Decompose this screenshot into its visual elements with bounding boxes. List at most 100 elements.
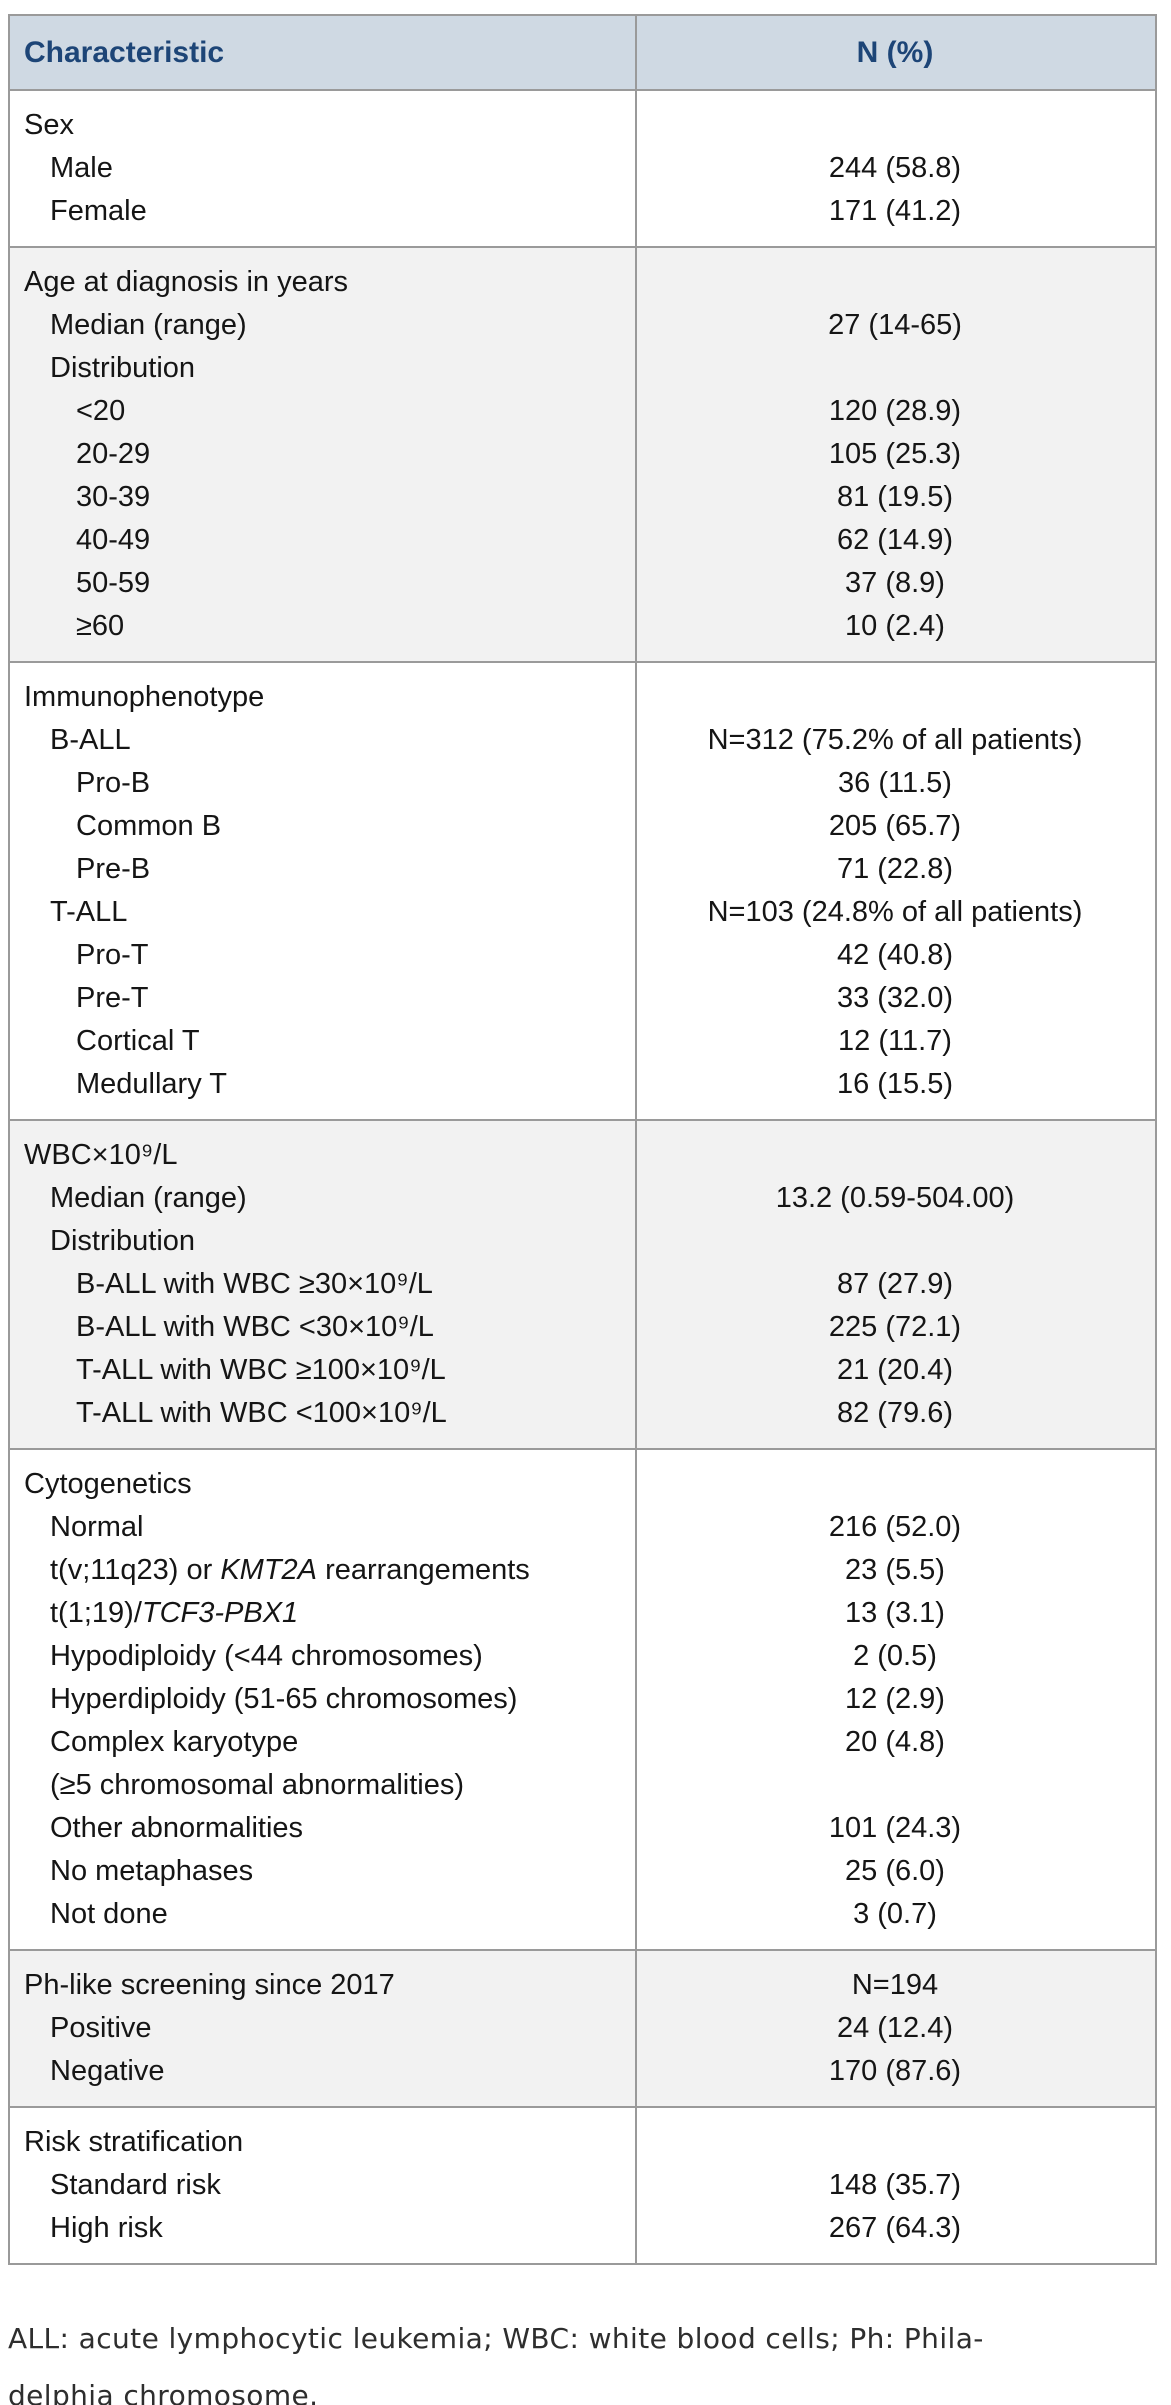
row-label: 50-59 [10,562,635,605]
label-text: Ph-like screening since 2017 [24,1969,395,2001]
table-row: WBC×10⁹/L [10,1134,1155,1177]
table-row: Ph-like screening since 2017 N=194 [10,1964,1155,2007]
table-row: B-ALL N=312 (75.2% of all patients) [10,719,1155,762]
row-label: Cytogenetics [10,1463,635,1506]
table-section: Risk stratification Standard risk 148 (35.… [10,2106,1155,2263]
table-row: Negative 170 (87.6) [10,2050,1155,2093]
row-value [635,1220,1155,1263]
row-label: Immunophenotype [10,676,635,719]
table-row: <20 120 (28.9) [10,390,1155,433]
label-text: Standard risk [50,2169,221,2201]
row-value: N=194 [851,1969,939,2001]
footnote-line-1: ALL: acute lymphocytic leukemia; WBC: wh… [8,2322,984,2355]
label-text: High risk [50,2212,163,2244]
row-value [635,104,1155,147]
row-label: Female [10,190,635,233]
label-text: Cytogenetics [24,1468,192,1500]
label-text: Age at diagnosis in years [24,266,349,298]
row-value: 33 (32.0) [836,982,954,1014]
label-text: Medullary T [76,1068,227,1100]
row-value: N=312 (75.2% of all patients) [707,724,1083,756]
row-label: (≥5 chromosomal abnormalities) [10,1764,635,1807]
table-row: T-ALL N=103 (24.8% of all patients) [10,891,1155,934]
row-label: No metaphases [10,1850,635,1893]
row-value [635,2121,1155,2164]
row-label: Hypodiploidy (<44 chromosomes) [10,1635,635,1678]
table-row: Positive 24 (12.4) [10,2007,1155,2050]
table-row: Pre-B 71 (22.8) [10,848,1155,891]
row-label: 20-29 [10,433,635,476]
column-header-n-percent: N (%) [856,35,934,69]
row-label: Other abnormalities [10,1807,635,1850]
label-text: Normal [50,1511,144,1543]
row-value: 267 (64.3) [828,2212,962,2244]
row-value: 216 (52.0) [828,1511,962,1543]
row-label: <20 [10,390,635,433]
label-text: 50-59 [76,567,151,599]
row-label: 30-39 [10,476,635,519]
table-footnote: ALL: acute lymphocytic leukemia; WBC: wh… [8,2310,1163,2405]
label-text: Median (range) [50,309,247,341]
row-value: 23 (5.5) [845,1554,945,1586]
table-row: B-ALL with WBC <30×10⁹/L 225 (72.1) [10,1306,1155,1349]
table-row: Common B 205 (65.7) [10,805,1155,848]
row-value [635,676,1155,719]
table-row: Median (range) 27 (14-65) [10,304,1155,347]
table-section: Age at diagnosis in years Median (range) 2… [10,246,1155,661]
table-row: Risk stratification [10,2121,1155,2164]
row-label: Median (range) [10,304,635,347]
row-label: Distribution [10,1220,635,1263]
label-text: Pro-B [76,767,151,799]
label-text: 20-29 [76,438,151,470]
row-value: 42 (40.8) [836,939,954,971]
row-label: Pre-B [10,848,635,891]
row-label: T-ALL [10,891,635,934]
row-label: Ph-like screening since 2017 [10,1964,635,2007]
table-row: Standard risk 148 (35.7) [10,2164,1155,2207]
label-text: ≥60 [76,610,125,642]
table-row: Distribution [10,347,1155,390]
row-value: 87 (27.9) [836,1268,954,1300]
label-text: B-ALL with WBC <30×10⁹/L [76,1311,434,1343]
table-row: Cortical T 12 (11.7) [10,1020,1155,1063]
table-row: Complex karyotype 20 (4.8) [10,1721,1155,1764]
row-label: Pro-B [10,762,635,805]
table-section: Sex Male 244 (58.8) Female 171 (41.2) [10,89,1155,246]
row-value: 21 (20.4) [836,1354,954,1386]
table-row: Median (range) 13.2 (0.59-504.00) [10,1177,1155,1220]
label-text: <20 [76,395,126,427]
table-section: Cytogenetics Normal 216 (52.0) t(v;11q23) o… [10,1448,1155,1949]
row-label: Male [10,147,635,190]
label-text: T-ALL with WBC ≥100×10⁹/L [76,1354,446,1386]
table-row: T-ALL with WBC ≥100×10⁹/L 21 (20.4) [10,1349,1155,1392]
table-row: 50-59 37 (8.9) [10,562,1155,605]
table-row: Other abnormalities 101 (24.3) [10,1807,1155,1850]
row-value: 36 (11.5) [838,767,952,799]
row-label: Negative [10,2050,635,2093]
label-text: Risk stratification [24,2126,244,2158]
row-value: 148 (35.7) [828,2169,962,2201]
label-text: t(1;19)/ [50,1597,142,1629]
row-value: 71 (22.8) [836,853,954,885]
label-text: Cortical T [76,1025,200,1057]
table-row: Male 244 (58.8) [10,147,1155,190]
row-value [635,1764,1155,1807]
table-row: Immunophenotype [10,676,1155,719]
row-value: 24 (12.4) [836,2012,954,2044]
table-section: Immunophenotype B-ALL N=312 (75.2% of all … [10,661,1155,1119]
row-label: T-ALL with WBC <100×10⁹/L [10,1392,635,1435]
row-value: 27 (14-65) [828,309,962,341]
row-value: 25 (6.0) [845,1855,945,1887]
table-row: Age at diagnosis in years [10,261,1155,304]
row-label: Complex karyotype [10,1721,635,1764]
row-label: t(1;19)/TCF3-PBX1 [10,1592,635,1635]
row-label: t(v;11q23) or KMT2A rearrangements [10,1549,635,1592]
row-label: High risk [10,2207,635,2250]
label-text: Positive [50,2012,152,2044]
row-label: Cortical T [10,1020,635,1063]
column-header-characteristic: Characteristic [24,35,225,69]
row-value [635,1134,1155,1177]
row-value: 3 (0.7) [853,1898,937,1930]
table-row: 40-49 62 (14.9) [10,519,1155,562]
label-text: Hyperdiploidy (51-65 chromosomes) [50,1683,518,1715]
